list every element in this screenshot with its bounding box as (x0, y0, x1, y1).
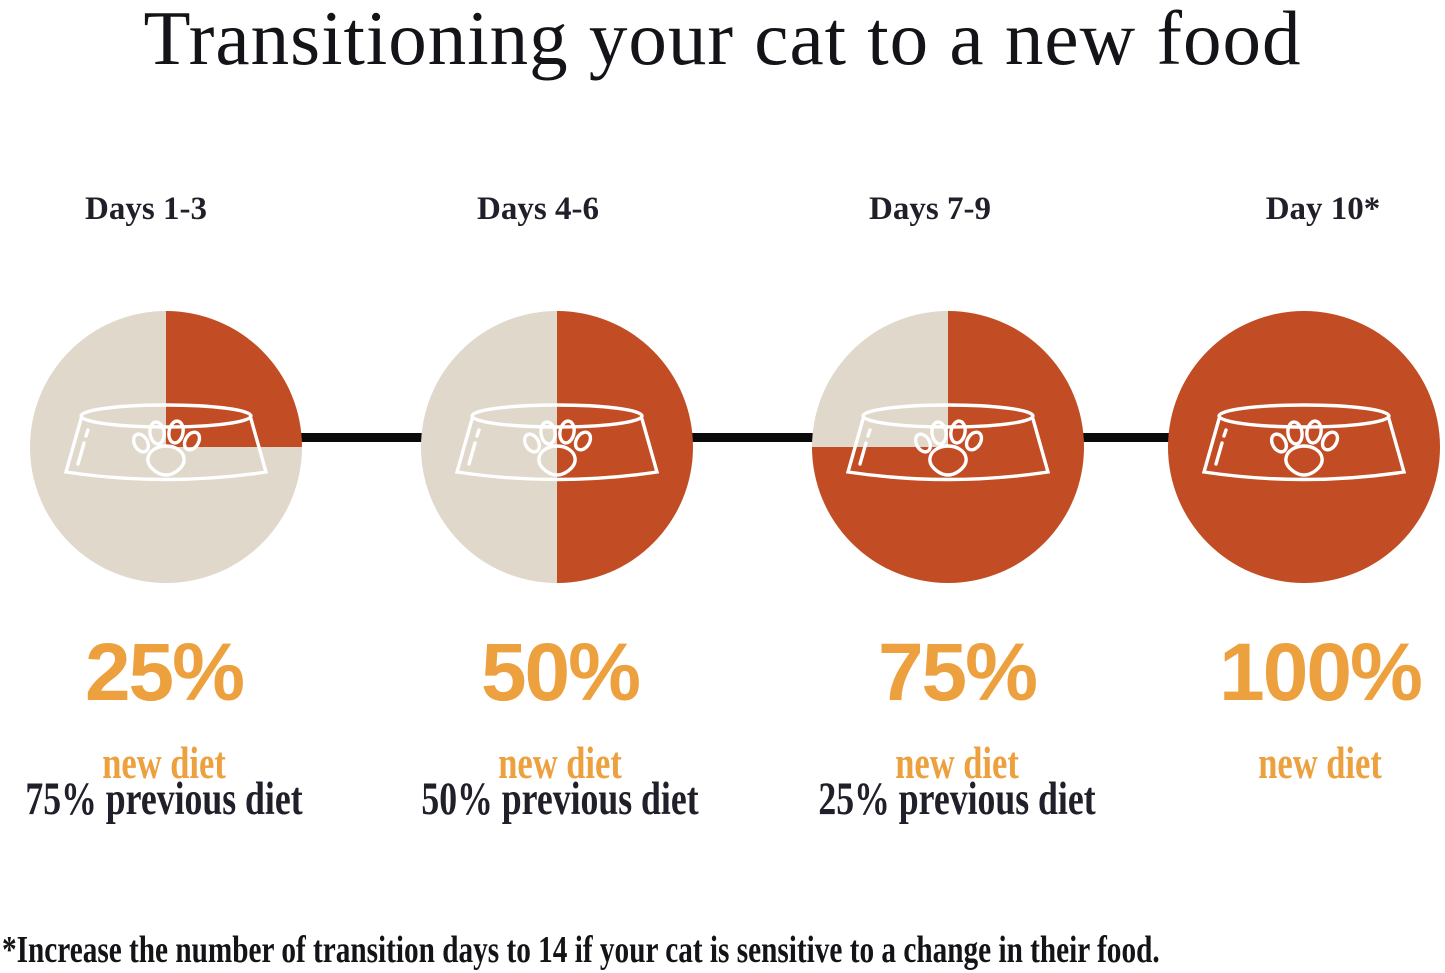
timeline-connector-line (166, 433, 1304, 442)
diet-mix-pie (812, 311, 1084, 583)
page-title: Transitioning your cat to a new food (143, 0, 1302, 81)
day-range-label: Days 1-3 (85, 191, 207, 227)
day-range-label: Days 4-6 (477, 191, 599, 227)
day-range-label: Day 10* (1265, 191, 1381, 227)
new-diet-percent: 25% (84, 627, 245, 718)
paw-print-icon (1269, 419, 1340, 477)
new-diet-caption: new diet (1258, 737, 1382, 788)
paw-print-icon (913, 419, 984, 477)
diet-mix-pie (30, 311, 302, 583)
new-diet-percent: 75% (877, 627, 1038, 718)
previous-diet-caption: 75% previous diet (25, 773, 303, 825)
pet-bowl-icon (64, 403, 268, 482)
paw-print-icon (522, 419, 593, 477)
pet-bowl-icon (455, 403, 659, 482)
new-diet-caption: new diet (498, 737, 622, 788)
paw-print-icon (131, 419, 202, 477)
footnote: *Increase the number of transition days … (2, 929, 1160, 971)
previous-diet-caption: 25% previous diet (818, 773, 1096, 825)
pet-bowl-icon (846, 403, 1050, 482)
new-diet-caption: new diet (895, 737, 1019, 788)
pet-bowl-icon (1202, 403, 1406, 482)
diet-mix-pie (1168, 311, 1440, 583)
day-range-label: Days 7-9 (869, 191, 991, 227)
new-diet-percent: 100% (1219, 627, 1423, 718)
new-diet-percent: 50% (480, 627, 641, 718)
diet-mix-pie (421, 311, 693, 583)
previous-diet-caption: 50% previous diet (421, 773, 699, 825)
new-diet-caption: new diet (102, 737, 226, 788)
